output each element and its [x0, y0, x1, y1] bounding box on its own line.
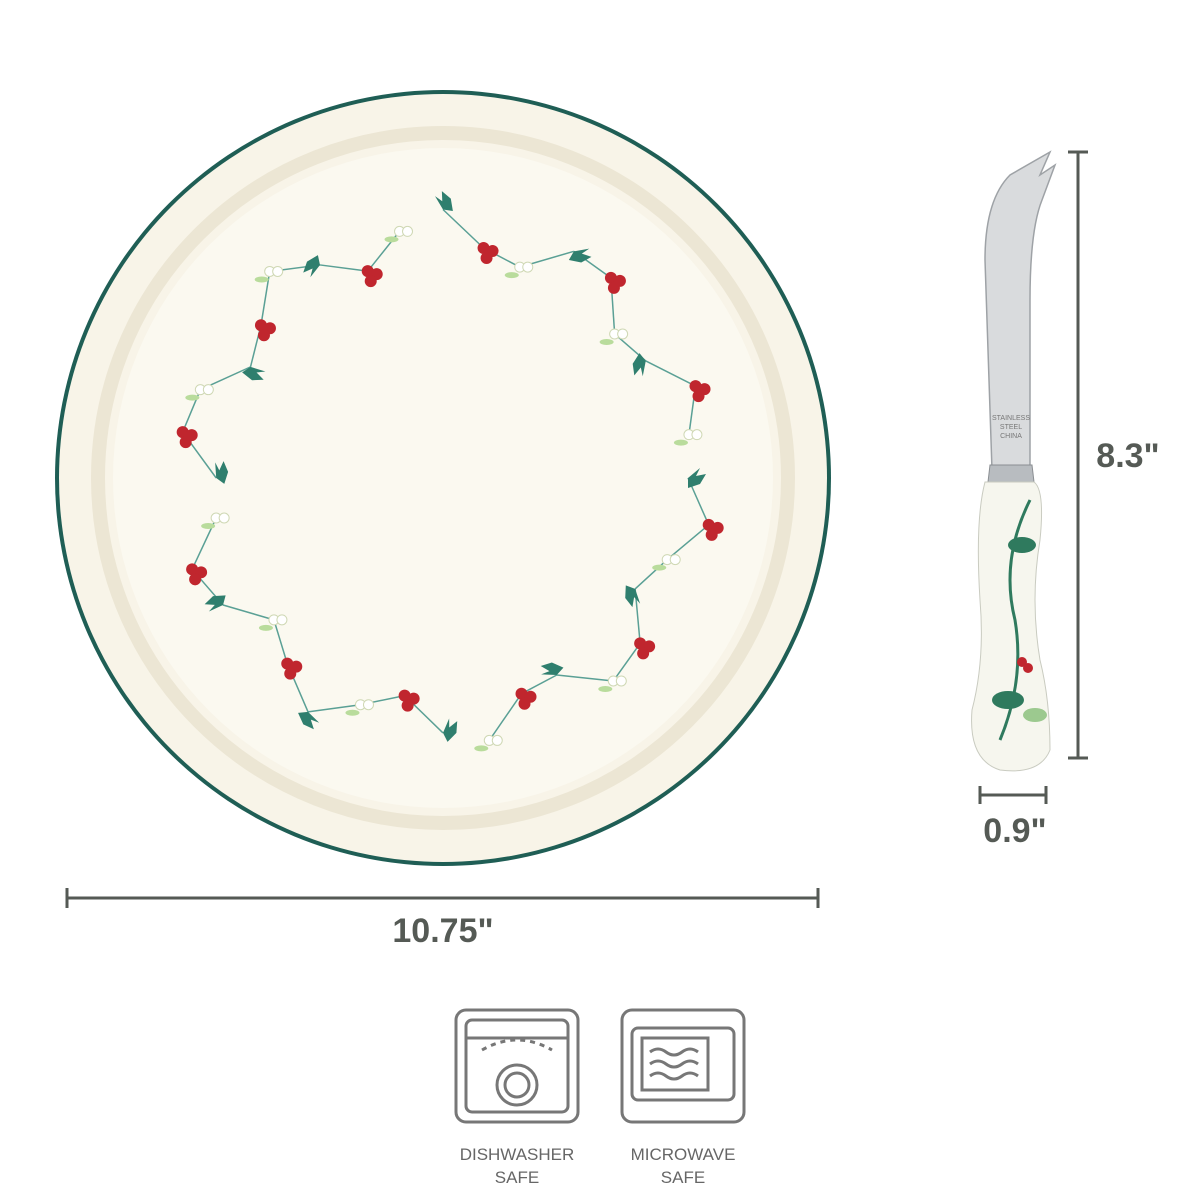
holly-ornament [488, 693, 523, 741]
holly-ornament [443, 718, 458, 742]
holly-ornament [491, 734, 503, 746]
holly-ornament [179, 436, 192, 449]
holly-ornament [673, 439, 688, 446]
holly-ornament [254, 276, 269, 283]
holly-ornament [257, 329, 270, 342]
holly-ornament [521, 674, 558, 695]
badge-label: MICROWAVE [631, 1145, 736, 1164]
knife-stamp: STAINLESS [992, 415, 1030, 422]
holly-ornament [185, 394, 200, 401]
holly-ornament [637, 647, 650, 660]
holly-ornament [222, 604, 275, 621]
holly-ornament [319, 264, 368, 272]
holly-ornament [598, 685, 613, 692]
holly-ornament [568, 248, 592, 263]
holly-ornament [599, 338, 614, 345]
holly-ornament [518, 697, 531, 710]
dishwasher-icon [454, 1008, 580, 1124]
holly-ornament [303, 255, 320, 278]
holly-ornament [645, 360, 696, 387]
holly-ornament [204, 595, 226, 612]
holly-ornament [666, 524, 710, 561]
plate-width: 10.75" [392, 912, 493, 950]
holly-ornament [189, 573, 202, 586]
holly-ornament [705, 528, 718, 541]
plate [55, 90, 831, 866]
microwave-icon [620, 1008, 746, 1124]
holly-ornament [215, 461, 229, 484]
holly-ornament [474, 745, 489, 752]
holly-ornament [522, 261, 534, 273]
holly-ornament [692, 390, 705, 403]
badge-label: DISHWASHER [460, 1145, 575, 1164]
holly-ornament [258, 624, 273, 631]
holly-ornament [652, 564, 667, 571]
holly-ornament [364, 275, 377, 288]
holly-ornament [345, 709, 360, 716]
holly-ornament [615, 675, 627, 687]
holly-ornament [384, 236, 399, 243]
holly-ornament [625, 585, 641, 608]
holly-ornament [401, 699, 414, 712]
holly-ornament [272, 265, 284, 277]
holly-ornament [284, 667, 297, 680]
holly-ornament [480, 252, 493, 265]
holly-ornament [435, 191, 453, 212]
holly-ornament [632, 353, 646, 377]
holly-ornament [612, 642, 641, 682]
knife-length: 8.3" [1096, 437, 1159, 475]
holly-ornament [273, 619, 288, 664]
holly-ornament [298, 711, 320, 730]
holly-ornament [634, 559, 668, 590]
holly-ornament [617, 328, 629, 340]
handle-width: 0.9" [983, 812, 1046, 850]
holly-ornament [242, 366, 266, 381]
dimension-lines [65, 150, 1088, 908]
holly-ornament [556, 674, 614, 682]
holly-ornament [688, 468, 706, 488]
holly-ornament [607, 281, 620, 294]
holly-ornament [202, 384, 214, 396]
holly-ornament [504, 272, 519, 279]
holly-ornament [276, 614, 288, 626]
holly-ornament [307, 703, 361, 713]
knife-stamp: CHINA [1000, 433, 1022, 440]
holly-ornament [402, 225, 414, 237]
holly-wreath [176, 191, 724, 752]
holly-ornament [201, 523, 216, 530]
holly-ornament [362, 699, 374, 711]
holly-ornament [669, 554, 681, 566]
badge-label: SAFE [495, 1168, 539, 1187]
knife-stamp: STEEL [1000, 424, 1022, 431]
holly-ornament [691, 429, 703, 441]
badge-label: SAFE [661, 1168, 705, 1187]
holly-ornament [540, 662, 564, 676]
holly-ornament [218, 512, 230, 524]
cheese-knife: STAINLESS STEEL CHINA [971, 150, 1057, 772]
holly-ornament [442, 208, 485, 249]
